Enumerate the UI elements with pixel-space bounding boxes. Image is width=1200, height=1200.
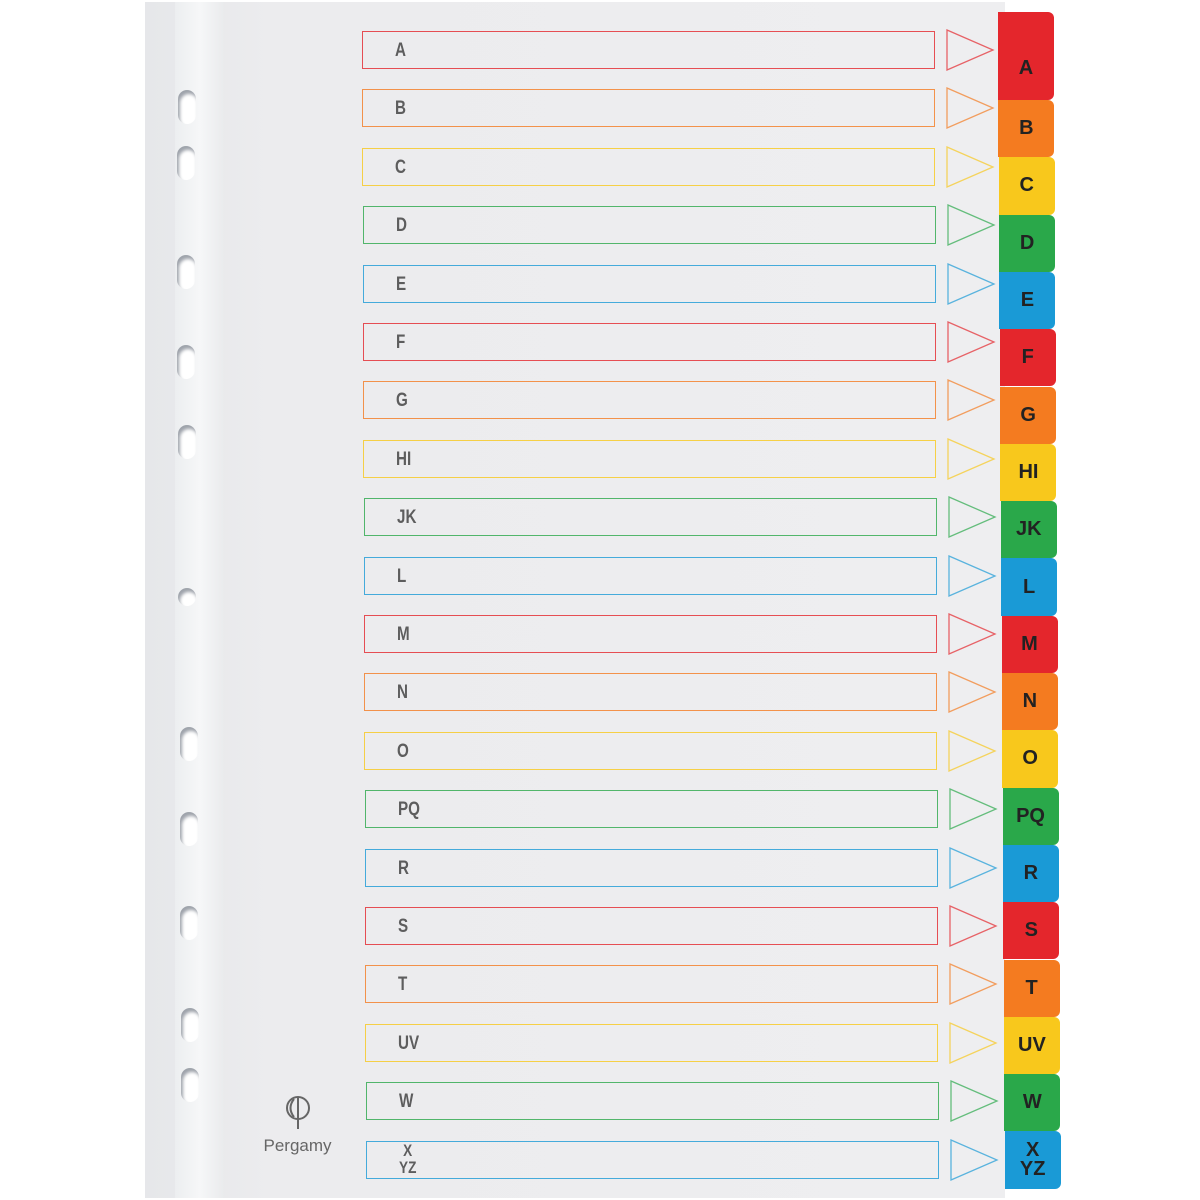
punch-hole-icon	[178, 90, 196, 124]
arrow-outline-icon	[949, 1021, 999, 1064]
label-box[interactable]: B	[362, 89, 936, 128]
pergamy-logo-icon	[285, 1096, 310, 1129]
arrow-outline-icon	[949, 1080, 999, 1123]
tab-f[interactable]: F	[999, 329, 1056, 387]
tab-t[interactable]: T	[1003, 959, 1060, 1017]
tab-d[interactable]: D	[999, 214, 1056, 272]
row-label: T	[398, 974, 408, 996]
punch-hole-icon	[181, 1008, 199, 1042]
arrow-outline-icon	[948, 613, 997, 655]
tab-n[interactable]: N	[1001, 673, 1058, 731]
row-label: PQ	[397, 799, 420, 821]
punch-hole-icon	[181, 1068, 199, 1102]
divider-sheet	[145, 2, 1005, 1198]
label-box[interactable]: R	[364, 848, 938, 887]
row-label: S	[398, 916, 409, 937]
label-box[interactable]: N	[364, 673, 938, 712]
arrow-outline-icon	[948, 788, 998, 831]
tab-xyz[interactable]: X YZ	[1004, 1131, 1061, 1189]
arrow-outline-icon	[946, 145, 996, 188]
tab-r[interactable]: R	[1002, 844, 1059, 903]
tab-s[interactable]: S	[1003, 902, 1060, 960]
punch-hole-icon	[178, 425, 196, 459]
row-label: G	[396, 390, 409, 412]
brand-logo: Pergamy	[250, 1095, 345, 1156]
row-label: D	[395, 215, 407, 237]
row-label: UV	[398, 1032, 420, 1054]
tab-m[interactable]: M	[1001, 615, 1058, 673]
row-label: X YZ	[398, 1140, 417, 1177]
row-label: M	[397, 624, 410, 645]
label-box[interactable]: G	[363, 381, 937, 420]
punch-hole-icon	[180, 906, 198, 940]
label-box[interactable]: D	[362, 206, 936, 245]
row-label: B	[395, 98, 407, 120]
row-label: F	[396, 332, 406, 353]
arrow-outline-icon	[947, 496, 997, 539]
arrow-outline-icon	[949, 846, 998, 889]
label-box[interactable]: S	[365, 907, 938, 945]
row-label: E	[395, 273, 406, 295]
tab-l[interactable]: L	[1001, 558, 1058, 616]
arrow-outline-icon	[946, 87, 995, 130]
punch-hole-icon	[180, 727, 198, 761]
tab-g[interactable]: G	[1000, 386, 1057, 444]
punch-hole-icon	[177, 146, 195, 180]
row-label: R	[397, 857, 409, 879]
tab-hi[interactable]: HI	[1000, 443, 1057, 502]
brand-name: Pergamy	[263, 1136, 332, 1155]
punch-hole-icon	[178, 588, 196, 606]
label-box[interactable]: JK	[363, 498, 937, 537]
arrow-outline-icon	[946, 204, 996, 247]
arrow-outline-icon	[949, 905, 998, 947]
row-label: L	[396, 565, 407, 587]
label-box[interactable]: O	[364, 731, 938, 770]
arrow-outline-icon	[947, 379, 996, 422]
label-box[interactable]: PQ	[364, 790, 938, 829]
arrow-outline-icon	[949, 963, 998, 1006]
arrow-outline-icon	[948, 554, 997, 597]
punch-hole-icon	[177, 345, 195, 379]
arrow-outline-icon	[946, 29, 995, 71]
arrow-outline-icon	[950, 1138, 999, 1181]
label-box[interactable]: A	[362, 31, 935, 69]
label-box[interactable]: F	[363, 323, 936, 361]
row-label: O	[397, 740, 410, 762]
label-box[interactable]: T	[365, 965, 939, 1004]
tab-w[interactable]: W	[1004, 1074, 1061, 1132]
punch-hole-icon	[177, 255, 195, 289]
tab-c[interactable]: C	[998, 157, 1055, 215]
arrow-outline-icon	[948, 729, 998, 772]
tab-pq[interactable]: PQ	[1002, 787, 1059, 845]
punch-hole-icon	[180, 812, 198, 846]
row-label: C	[395, 156, 407, 178]
label-box[interactable]: M	[364, 615, 937, 653]
row-label: HI	[396, 448, 412, 470]
label-box[interactable]: UV	[365, 1023, 939, 1062]
arrow-outline-icon	[948, 671, 997, 714]
tab-o[interactable]: O	[1002, 730, 1059, 788]
label-box[interactable]: X YZ	[365, 1140, 939, 1179]
label-box[interactable]: E	[362, 264, 936, 303]
tab-jk[interactable]: JK	[1000, 501, 1057, 559]
label-box[interactable]: W	[365, 1082, 939, 1121]
tab-a[interactable]: A	[998, 12, 1054, 100]
label-box[interactable]: HI	[363, 439, 937, 478]
tab-e[interactable]: E	[999, 271, 1056, 330]
row-label: N	[397, 682, 409, 704]
tab-uv[interactable]: UV	[1003, 1016, 1060, 1075]
row-label: A	[395, 40, 406, 61]
tab-b[interactable]: B	[998, 100, 1055, 158]
arrow-outline-icon	[947, 321, 996, 363]
arrow-outline-icon	[947, 262, 996, 305]
label-box[interactable]: C	[362, 147, 936, 186]
row-label: W	[398, 1091, 413, 1113]
arrow-outline-icon	[947, 437, 997, 480]
row-label: JK	[396, 507, 417, 529]
label-box[interactable]: L	[363, 556, 937, 595]
